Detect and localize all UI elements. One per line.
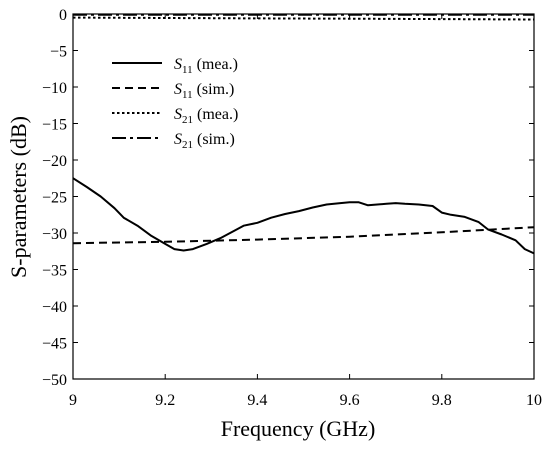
series-layer: [72, 13, 535, 255]
legend: S11 (mea.) S11 (sim.) S21 (mea.) S21 (sim.): [112, 56, 238, 151]
tick-layer: 9 9.2 9.4 9.6 9.8 10 0 −5 −10 −15 −20 −25 −30 −35 −40 −…: [42, 7, 542, 409]
y-tick-label: −50: [42, 372, 67, 389]
y-tick-label: −10: [42, 80, 67, 97]
y-tick-label: −45: [42, 336, 67, 353]
x-tick-label: 9.8: [432, 392, 452, 409]
y-axis-title: S-parameters (dB): [6, 116, 31, 278]
legend-label-0: S11 (mea.): [174, 56, 238, 76]
x-tick-label: 10: [526, 392, 542, 409]
x-tick-label: 9: [69, 392, 77, 409]
series-line-0: [72, 177, 535, 255]
x-tick-label: 9.4: [247, 392, 267, 409]
plot-frame: [72, 13, 535, 380]
y-tick-label: −40: [42, 299, 67, 316]
y-tick-label: −35: [42, 263, 67, 280]
x-tick-label: 9.6: [340, 392, 360, 409]
legend-label-1: S11 (sim.): [174, 81, 234, 101]
y-tick-label: 0: [59, 7, 67, 24]
legend-label-3: S21 (sim.): [174, 131, 235, 151]
y-tick-label: −25: [42, 190, 67, 207]
y-tick-label: −5: [50, 44, 67, 61]
y-tick-label: −15: [42, 117, 67, 134]
legend-label-2: S21 (mea.): [174, 106, 238, 126]
series-line-2: [72, 16, 535, 21]
y-tick-label: −30: [42, 226, 67, 243]
series-line-1: [72, 226, 535, 245]
x-tick-label: 9.2: [155, 392, 175, 409]
y-tick-label: −20: [42, 153, 67, 170]
x-axis-title: Frequency (GHz): [221, 416, 376, 441]
